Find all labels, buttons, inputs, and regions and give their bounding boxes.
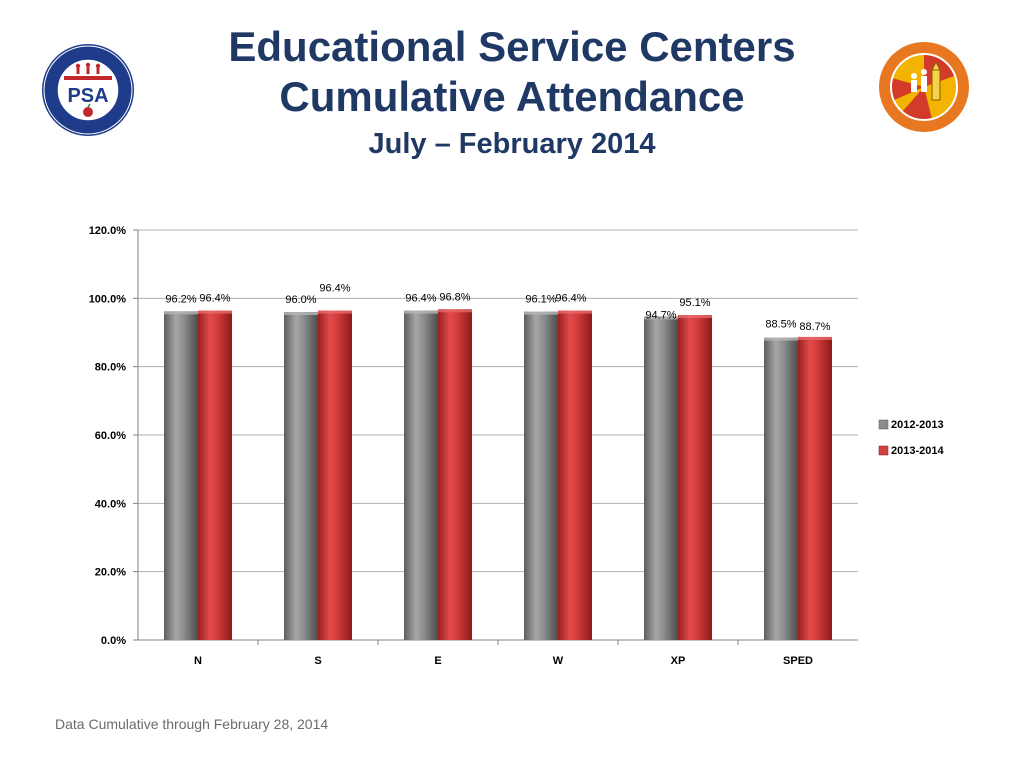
x-tick-label: S: [314, 655, 321, 667]
legend-label: 2012-2013: [891, 419, 944, 431]
bar-cap: [558, 310, 592, 314]
data-labels: 96.2% 96.4% 96.0%96.4%96.4% 96.8% 96.1%96.4%…: [165, 283, 830, 333]
bar-2012-2013-SPED: [764, 337, 798, 640]
bar-2012-2013-N: [164, 311, 198, 640]
bar-2012-2013-XP: [644, 316, 678, 640]
page-title-line1: Educational Service Centers: [228, 23, 796, 70]
bar-cap: [164, 311, 198, 315]
x-tick-label: SPED: [783, 655, 813, 667]
bar-cap: [198, 310, 232, 314]
bar-2013-2014-W: [558, 310, 592, 640]
data-label: 96.1%: [525, 294, 556, 306]
bar-cap: [284, 312, 318, 315]
bar-cap: [644, 316, 678, 320]
data-label: 96.4%: [405, 293, 436, 305]
bar-2012-2013-S: [284, 312, 318, 640]
y-tick-label: 120.0%: [89, 225, 127, 237]
title-block: Educational Service Centers Cumulative A…: [160, 22, 864, 162]
bar-cap: [404, 310, 438, 314]
x-tick-label: W: [553, 655, 564, 667]
bar-cap: [318, 310, 352, 314]
data-label: 96.2%: [165, 293, 196, 305]
data-label: 96.4%: [199, 293, 230, 305]
bar-2012-2013-E: [404, 310, 438, 640]
legend-label: 2013-2014: [891, 445, 944, 457]
bar-2013-2014-N: [198, 310, 232, 640]
data-label: 88.7%: [799, 321, 830, 333]
legend: 2012-2013 2013-2014: [878, 419, 944, 457]
y-tick-label: 20.0%: [95, 567, 126, 579]
bar-cap: [438, 309, 472, 313]
bar-cap: [678, 315, 712, 319]
bar-2013-2014-SPED: [798, 336, 832, 640]
y-tick-label: 0.0%: [101, 635, 126, 647]
lausd-board-seal-icon: [879, 42, 969, 132]
bar-cap: [524, 311, 558, 315]
psa-seal-text: PSA: [67, 85, 108, 107]
y-tick-label: 60.0%: [95, 430, 126, 442]
bar-cap: [798, 336, 832, 340]
legend-swatch: [878, 419, 889, 430]
y-tick-label: 80.0%: [95, 362, 126, 374]
axes: 0.0% 20.0% 40.0% 60.0% 80.0% 100.0% 120.0% N S E W…: [89, 225, 858, 667]
y-tick-label: 40.0%: [95, 498, 126, 510]
legend-swatch: [878, 445, 889, 456]
x-tick-label: E: [434, 655, 441, 667]
data-label: 96.0%: [285, 294, 316, 306]
footnote: Data Cumulative through February 28, 201…: [55, 716, 329, 732]
bar-cap: [764, 337, 798, 341]
attendance-bar-chart: 0.0% 20.0% 40.0% 60.0% 80.0% 100.0% 120.0% N S E W…: [89, 225, 945, 667]
data-label: 96.8%: [439, 291, 470, 303]
data-label: 95.1%: [679, 297, 710, 309]
y-tick-label: 100.0%: [89, 293, 127, 305]
data-label: 88.5%: [765, 319, 796, 331]
grid-lines: [138, 229, 858, 573]
page-subtitle: July – February 2014: [368, 128, 656, 160]
data-label: 94.7%: [645, 309, 676, 321]
bar-2013-2014-S: [318, 310, 352, 640]
x-tick-label: N: [194, 655, 202, 667]
bar-2013-2014-E: [438, 309, 472, 640]
bar-2012-2013-W: [524, 311, 558, 640]
bars: [164, 309, 832, 640]
psa-seal-icon: PSA: [42, 44, 134, 136]
x-tick-label: XP: [671, 655, 686, 667]
page-title-line2: Cumulative Attendance: [279, 73, 745, 120]
bar-2013-2014-XP: [678, 315, 712, 640]
data-label: 96.4%: [319, 283, 350, 295]
data-label: 96.4%: [555, 293, 586, 305]
